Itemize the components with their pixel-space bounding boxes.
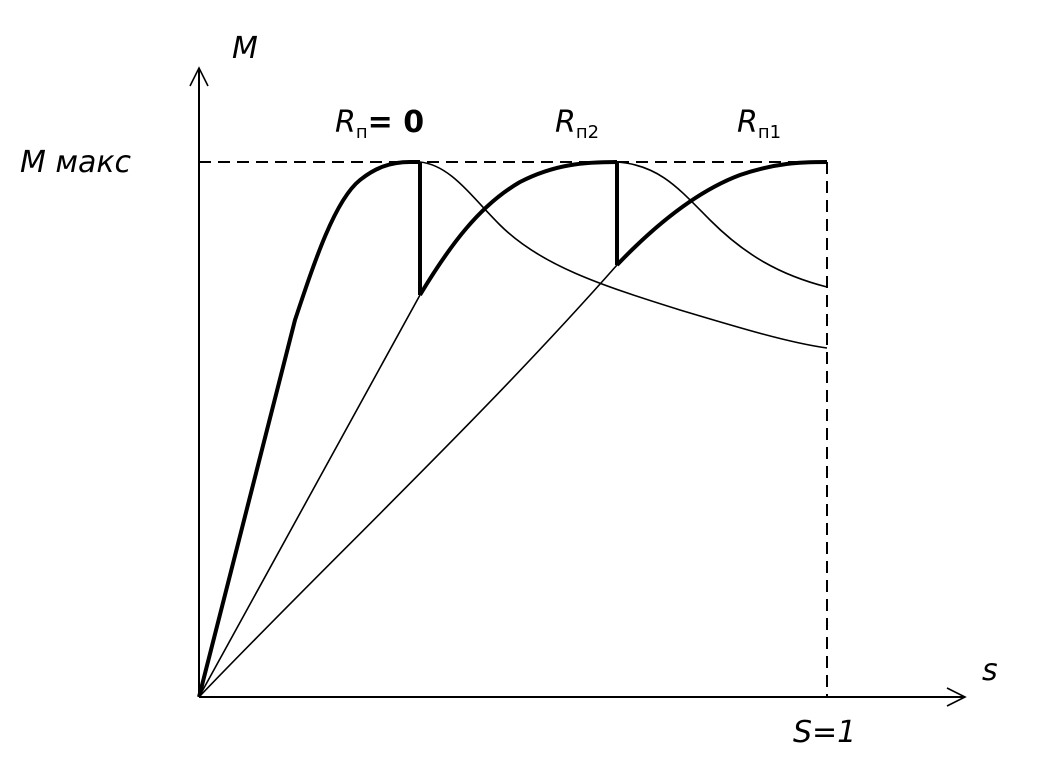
curve-rise (615, 160, 828, 267)
label-main: R (335, 105, 356, 140)
curve-label: Rп= 0 (335, 105, 424, 143)
curve-rise (198, 264, 618, 698)
curve-fall (419, 161, 828, 349)
y-arrow (189, 66, 209, 87)
label-main: R (555, 105, 576, 140)
x-label: s (982, 653, 998, 688)
label-suffix: = 0 (368, 105, 424, 140)
y-label: M (232, 31, 258, 66)
curve-rise (197, 160, 420, 698)
y-max-label: M макс (20, 145, 132, 180)
x-arrow (946, 687, 967, 707)
label-sub: п (356, 122, 368, 143)
curve-label: Rп1 (737, 105, 781, 143)
curve-rise (418, 160, 618, 297)
curve-rise (198, 294, 421, 698)
label-sub: п1 (758, 122, 781, 143)
label-main: R (737, 105, 758, 140)
label-sub: п2 (576, 122, 599, 143)
curve-label: Rп2 (555, 105, 599, 143)
x-end-label: S=1 (793, 715, 856, 750)
curve-fall (616, 161, 828, 288)
